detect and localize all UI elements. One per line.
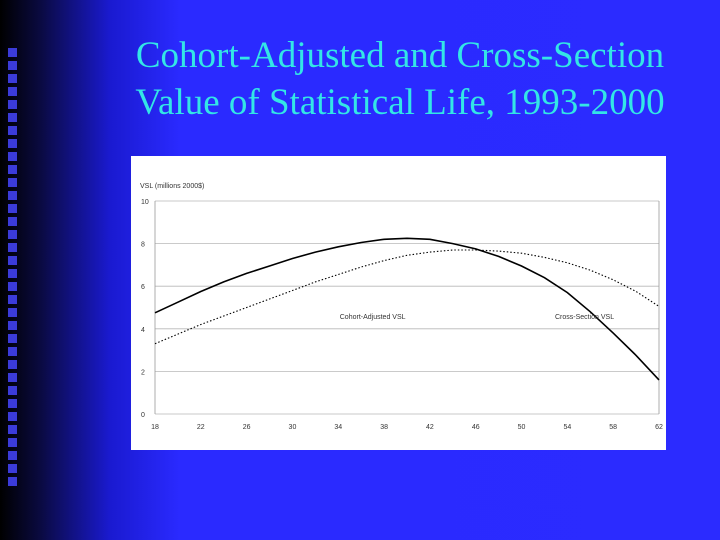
decoration-square xyxy=(8,113,17,122)
decoration-square xyxy=(8,178,17,187)
decoration-square xyxy=(8,48,17,57)
x-tick-label: 34 xyxy=(334,424,342,431)
decoration-square xyxy=(8,282,17,291)
decoration-square xyxy=(8,347,17,356)
y-tick-label: 10 xyxy=(141,199,149,206)
decoration-square xyxy=(8,230,17,239)
decoration-square xyxy=(8,256,17,265)
decoration-square xyxy=(8,165,17,174)
decoration-square xyxy=(8,438,17,447)
slide-title-line1: Cohort-Adjusted and Cross-Section xyxy=(135,35,665,76)
x-tick-label: 30 xyxy=(289,424,297,431)
x-tick-label: 38 xyxy=(380,424,388,431)
x-tick-label: 22 xyxy=(197,424,205,431)
chart-panel: 0 2 4 6 8 10 18 22 26 30 34 38 42 46 50 54 58 62 VSL (mill… xyxy=(131,156,666,450)
x-tick-label: 46 xyxy=(472,424,480,431)
decoration-square xyxy=(8,74,17,83)
decoration-square xyxy=(8,204,17,213)
decoration-square xyxy=(8,360,17,369)
decoration-square xyxy=(8,243,17,252)
decoration-square xyxy=(8,412,17,421)
decoration-square xyxy=(8,334,17,343)
decoration-square xyxy=(8,321,17,330)
decoration-square xyxy=(8,139,17,148)
decoration-square xyxy=(8,425,17,434)
decoration-square xyxy=(8,373,17,382)
slide-title-line2: Value of Statistical Life, 1993-2000 xyxy=(135,82,665,123)
decoration-square xyxy=(8,464,17,473)
decoration-square xyxy=(8,191,17,200)
decoration-square xyxy=(8,152,17,161)
series-annotation: Cohort-Adjusted VSL xyxy=(340,314,406,321)
y-tick-label: 6 xyxy=(141,284,145,291)
series-line xyxy=(154,249,660,345)
x-tick-label: 18 xyxy=(151,424,159,431)
slide-title: Cohort-Adjusted and Cross-Section Value … xyxy=(90,32,710,126)
decoration-square xyxy=(8,451,17,460)
decoration-square xyxy=(8,399,17,408)
decoration-square xyxy=(8,87,17,96)
decoration-square xyxy=(8,295,17,304)
y-tick-label: 2 xyxy=(141,369,145,376)
decoration-square xyxy=(8,100,17,109)
decoration-square xyxy=(8,269,17,278)
decoration-square xyxy=(8,477,17,486)
decoration-square xyxy=(8,126,17,135)
x-tick-label: 42 xyxy=(426,424,434,431)
decoration-square xyxy=(8,308,17,317)
x-tick-label: 54 xyxy=(563,424,571,431)
x-tick-label: 58 xyxy=(609,424,617,431)
x-tick-label: 26 xyxy=(243,424,251,431)
y-tick-label: 8 xyxy=(141,242,145,249)
series-line xyxy=(154,237,660,381)
series-annotation: Cross-Section VSL xyxy=(555,314,614,321)
decoration-square xyxy=(8,217,17,226)
left-decoration xyxy=(0,0,28,540)
decoration-square xyxy=(8,386,17,395)
y-tick-label: 0 xyxy=(141,412,145,419)
y-tick-label: 4 xyxy=(141,327,145,334)
decoration-square xyxy=(8,61,17,70)
x-tick-label: 50 xyxy=(518,424,526,431)
y-axis-title: VSL (millions 2000$) xyxy=(140,183,204,190)
x-tick-label: 62 xyxy=(655,424,663,431)
